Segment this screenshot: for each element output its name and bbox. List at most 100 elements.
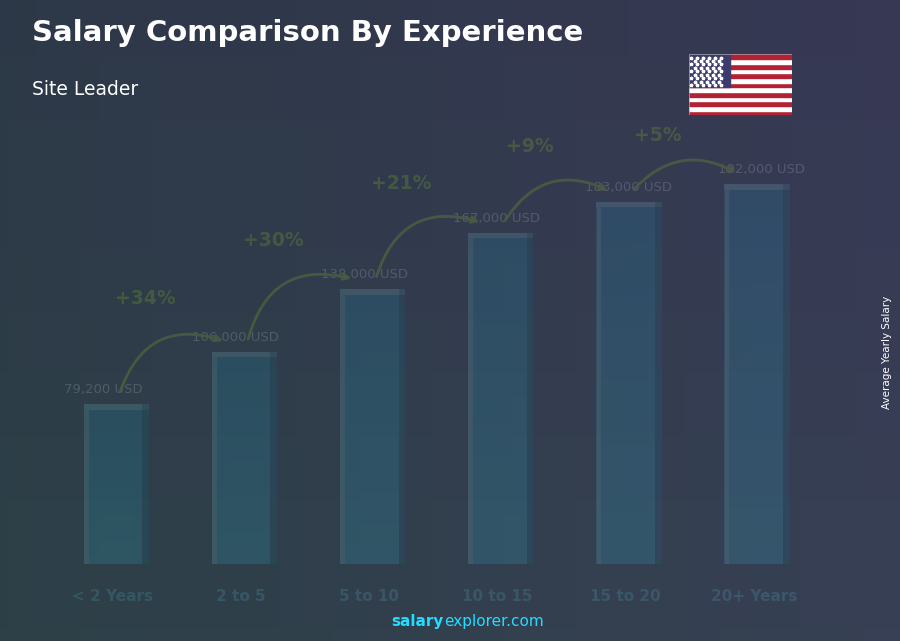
Bar — [596, 379, 655, 386]
Bar — [84, 526, 142, 528]
Bar — [212, 402, 270, 406]
Bar — [212, 478, 270, 481]
Bar — [468, 358, 526, 363]
Bar — [468, 238, 526, 244]
Bar — [468, 390, 526, 395]
Bar — [84, 538, 142, 541]
Bar — [84, 410, 88, 564]
Bar — [84, 463, 142, 466]
Bar — [596, 356, 655, 362]
Bar — [596, 487, 655, 493]
Bar — [340, 420, 399, 425]
Text: 2 to 5: 2 to 5 — [216, 588, 266, 604]
Bar — [596, 517, 655, 522]
Bar — [340, 443, 399, 447]
Bar — [724, 296, 783, 302]
Text: 20+ Years: 20+ Years — [710, 588, 796, 604]
Bar — [212, 457, 270, 461]
Bar — [468, 369, 526, 374]
Bar — [84, 556, 142, 559]
Bar — [724, 202, 783, 208]
Bar — [724, 433, 783, 439]
Bar — [724, 184, 783, 190]
Bar — [340, 335, 399, 340]
Bar — [84, 479, 142, 481]
Bar — [724, 196, 783, 202]
Bar — [596, 504, 655, 510]
Bar — [212, 423, 270, 426]
Bar — [596, 499, 655, 504]
Bar — [596, 237, 655, 243]
Bar — [596, 433, 655, 439]
Bar — [468, 363, 526, 369]
Bar — [724, 377, 783, 383]
Bar — [340, 308, 399, 313]
Bar — [212, 495, 270, 499]
Bar — [84, 412, 142, 415]
Bar — [724, 552, 783, 558]
Bar — [84, 489, 142, 492]
Bar — [340, 560, 399, 564]
Bar — [468, 412, 526, 417]
Bar — [724, 339, 783, 345]
Bar — [142, 410, 148, 564]
Bar — [84, 523, 142, 526]
Bar — [688, 92, 792, 97]
Bar — [468, 504, 526, 510]
Text: 183,000 USD: 183,000 USD — [584, 181, 671, 194]
Bar — [596, 397, 655, 403]
Bar — [340, 290, 399, 295]
Bar — [688, 54, 730, 87]
Text: Average Yearly Salary: Average Yearly Salary — [881, 296, 892, 409]
Bar — [468, 417, 526, 423]
Bar — [468, 320, 526, 325]
Bar — [724, 221, 783, 227]
Bar — [596, 207, 655, 213]
Bar — [212, 522, 270, 526]
Bar — [596, 410, 655, 415]
Bar — [84, 461, 142, 463]
Bar — [340, 434, 399, 438]
Bar — [468, 515, 526, 520]
Bar — [724, 452, 783, 458]
Bar — [84, 484, 142, 487]
Text: salary: salary — [392, 615, 444, 629]
Bar — [212, 381, 270, 385]
Bar — [596, 243, 655, 249]
Bar — [724, 314, 783, 320]
Bar — [212, 385, 270, 388]
Text: Site Leader: Site Leader — [32, 80, 138, 99]
Bar — [340, 358, 399, 362]
Bar — [212, 395, 270, 399]
Bar — [724, 320, 783, 327]
Bar — [340, 416, 399, 420]
Bar — [596, 558, 655, 564]
Bar — [84, 425, 142, 428]
Bar — [340, 528, 399, 533]
Bar — [596, 392, 655, 397]
Text: 192,000 USD: 192,000 USD — [718, 163, 805, 176]
Bar — [84, 551, 142, 554]
Bar — [724, 445, 783, 452]
Bar — [399, 295, 405, 564]
Bar — [468, 249, 526, 254]
Bar — [724, 283, 783, 289]
Bar — [212, 516, 270, 519]
Bar — [596, 338, 655, 344]
Bar — [724, 358, 783, 364]
Bar — [340, 483, 399, 488]
Bar — [688, 59, 792, 64]
Text: explorer.com: explorer.com — [444, 615, 544, 629]
Text: +34%: +34% — [114, 289, 176, 308]
Bar — [724, 439, 783, 445]
Bar — [84, 404, 142, 410]
Bar — [212, 371, 270, 374]
Bar — [212, 368, 270, 371]
Bar — [468, 445, 526, 450]
Bar — [724, 514, 783, 520]
Bar — [468, 260, 526, 265]
Bar — [84, 417, 142, 420]
Bar — [340, 322, 399, 326]
Bar — [596, 326, 655, 332]
Bar — [468, 331, 526, 336]
